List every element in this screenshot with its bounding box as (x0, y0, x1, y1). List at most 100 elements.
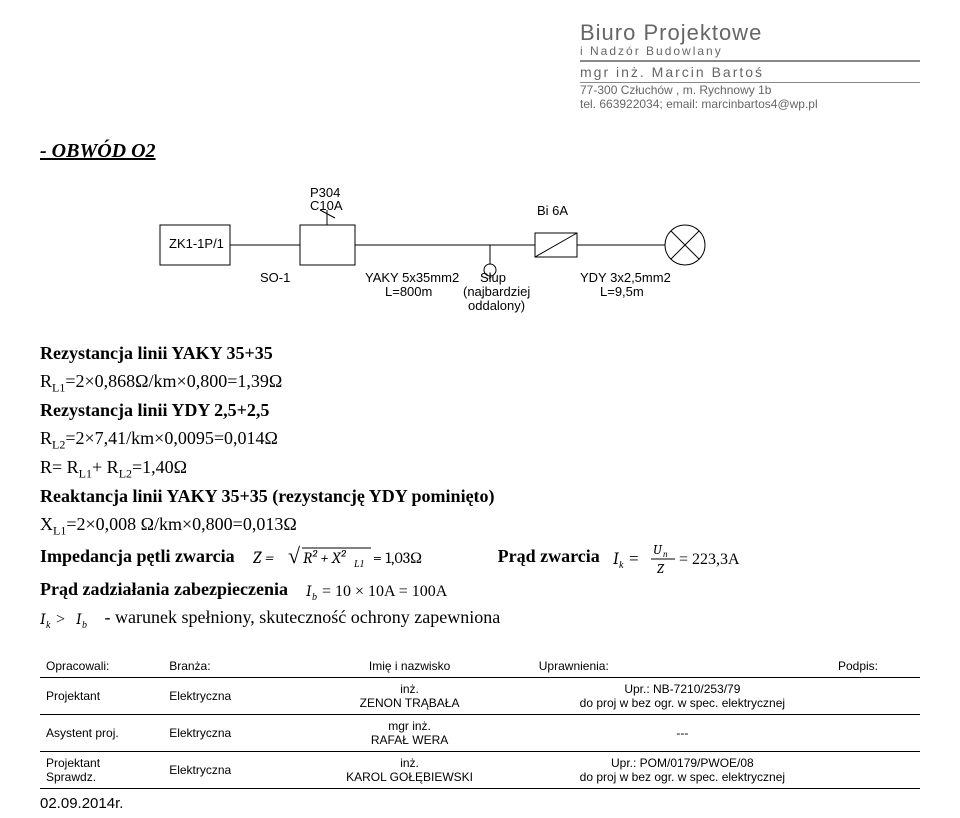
calc-l5-s2: L2 (119, 467, 132, 481)
name-0: inż. ZENON TRĄBAŁA (286, 678, 532, 715)
svg-text:b: b (82, 620, 87, 630)
letterhead: Biuro Projektowe i Nadzór Budowlany mgr … (580, 20, 920, 111)
fuse-bottom: C10A (310, 198, 343, 213)
svg-text:√: √ (288, 544, 301, 568)
calc-l5-c: =1,40Ω (132, 457, 187, 477)
calc-l5-b: + R (92, 457, 119, 477)
cable1-top: YAKY 5x35mm2 (365, 270, 459, 285)
perm-2: Upr.: POM/0179/PWOE/08 do proj w bez ogr… (533, 752, 832, 789)
calc-l10-text: - warunek spełniony, skuteczność ochrony… (105, 607, 501, 627)
svg-text:=: = (629, 549, 639, 568)
table-row: Asystent proj. Elektryczna mgr inż. RAFA… (40, 715, 920, 752)
pole-l1: Słup (480, 270, 506, 285)
svg-text:k: k (46, 620, 51, 630)
calc-l4-sub: L2 (52, 438, 65, 452)
pole-l3: oddalony) (468, 298, 525, 313)
calc-l7-rest: =2×0,008 Ω/km×0,800=0,013Ω (66, 514, 296, 534)
calc-l2-rest: =2×0,868Ω/km×0,800=1,39Ω (65, 371, 282, 391)
header-rule-1 (580, 60, 920, 62)
col-branch: Branża: (163, 655, 286, 678)
bi-label: Bi 6A (537, 203, 568, 218)
name-0-l2: ZENON TRĄBAŁA (360, 696, 460, 710)
calc-l2-sub: L1 (52, 380, 65, 394)
name-1-l1: mgr inż. (388, 719, 431, 733)
perm-2-l1: Upr.: POM/0179/PWOE/08 (611, 756, 754, 770)
calc-l10: I k > I b - warunek spełniony, skuteczno… (40, 604, 920, 632)
calc-l5: R= RL1+ RL2=1,40Ω (40, 454, 920, 483)
svg-text:n: n (663, 549, 668, 559)
svg-text:= 1,03Ω: = 1,03Ω (373, 549, 422, 567)
svg-text:= 223,3A: = 223,3A (679, 551, 740, 568)
svg-text:Z: Z (657, 560, 665, 576)
perm-2-l2: do proj w bez ogr. w spec. elektrycznej (580, 770, 785, 784)
name-1-l2: RAFAŁ WERA (371, 733, 448, 747)
calc-l8-a: Impedancja pętli zwarcia (40, 547, 235, 567)
calc-l9: Prąd zadziałania zabezpieczenia I b = 10… (40, 576, 920, 604)
table-header-row: Opracowali: Branża: Imię i nazwisko Upra… (40, 655, 920, 678)
calc-l5-a: R= R (40, 457, 79, 477)
impedance-formula: Z = √ R² + X² L1 = 1,03Ω (253, 544, 453, 572)
calc-l4: RL2=2×7,41/km×0,0095=0,014Ω (40, 425, 920, 454)
document-date: 02.09.2014r. (40, 795, 920, 812)
role-0: Projektant (40, 678, 163, 715)
address: 77-300 Człuchów , m. Rychnowy 1b (580, 83, 920, 97)
name-2: inż. KAROL GOŁĘBIEWSKI (286, 752, 532, 789)
calc-l9-label: Prąd zadziałania zabezpieczenia (40, 579, 288, 599)
ik-gt-ib: I k > I b (40, 608, 100, 630)
calc-block: Rezystancja linii YAKY 35+35 RL1=2×0,868… (40, 340, 920, 632)
svg-text:= 10 × 10A = 100A: = 10 × 10A = 100A (322, 583, 448, 600)
signature-table-wrap: Opracowali: Branża: Imię i nazwisko Upra… (40, 655, 920, 812)
calc-l2-pre: R (40, 371, 52, 391)
col-sign: Podpis: (832, 655, 920, 678)
sign-0 (832, 678, 920, 715)
svg-text:b: b (312, 592, 317, 602)
calc-l7: XL1=2×0,008 Ω/km×0,800=0,013Ω (40, 511, 920, 540)
calc-l7-pre: X (40, 514, 53, 534)
sign-1 (832, 715, 920, 752)
role-2: Projektant Sprawdz. (40, 752, 163, 789)
perm-0-l1: Upr.: NB-7210/253/79 (624, 682, 740, 696)
perm-1-l1: --- (676, 726, 688, 740)
ib-formula: I b = 10 × 10A = 100A (306, 580, 516, 602)
cable2-bottom: L=9,5m (600, 284, 644, 299)
company-name: Biuro Projektowe (580, 20, 920, 46)
branch-1: Elektryczna (163, 715, 286, 752)
perm-0: Upr.: NB-7210/253/79 do proj w bez ogr. … (533, 678, 832, 715)
calc-l4-pre: R (40, 428, 52, 448)
svg-text:>: > (56, 611, 65, 628)
calc-l2: RL1=2×0,868Ω/km×0,800=1,39Ω (40, 368, 920, 397)
calc-l4-rest: =2×7,41/km×0,0095=0,014Ω (65, 428, 277, 448)
branch-2: Elektryczna (163, 752, 286, 789)
section-title: - OBWÓD O2 (40, 140, 156, 163)
calc-l3: Rezystancja linii YDY 2,5+2,5 (40, 397, 920, 425)
engineer-name: mgr inż. Marcin Bartoś (580, 64, 920, 80)
svg-text:L1: L1 (353, 559, 365, 570)
current-formula: I k = U n Z = 223,3A (613, 540, 773, 576)
perm-1: --- (533, 715, 832, 752)
pole-l2: (najbardziej (463, 284, 530, 299)
col-role: Opracowali: (40, 655, 163, 678)
sign-2 (832, 752, 920, 789)
cable2-top: YDY 3x2,5mm2 (580, 270, 671, 285)
table-row: Projektant Sprawdz. Elektryczna inż. KAR… (40, 752, 920, 789)
circuit-diagram: ZK1-1P/1 P304 C10A SO-1 YAKY 5x35mm2 L=8… (140, 170, 780, 330)
cable1-bottom: L=800m (385, 284, 432, 299)
signature-table: Opracowali: Branża: Imię i nazwisko Upra… (40, 655, 920, 789)
so-label: SO-1 (260, 270, 290, 285)
col-name: Imię i nazwisko (286, 655, 532, 678)
svg-text:R² + X²: R² + X² (303, 549, 347, 567)
svg-text:Z =: Z = (253, 549, 274, 568)
calc-l8-b: Prąd zwarcia (498, 547, 600, 567)
calc-l8: Impedancja pętli zwarcia Z = √ R² + X² L… (40, 540, 920, 576)
col-perm: Uprawnienia: (533, 655, 832, 678)
svg-text:k: k (619, 560, 624, 571)
role-1: Asystent proj. (40, 715, 163, 752)
name-2-l2: KAROL GOŁĘBIEWSKI (346, 770, 473, 784)
table-row: Projektant Elektryczna inż. ZENON TRĄBAŁ… (40, 678, 920, 715)
company-sub: i Nadzór Budowlany (580, 44, 920, 58)
name-0-l1: inż. (400, 682, 419, 696)
name-2-l1: inż. (400, 756, 419, 770)
svg-text:U: U (653, 541, 663, 558)
name-1: mgr inż. RAFAŁ WERA (286, 715, 532, 752)
circuit-svg (140, 170, 780, 330)
